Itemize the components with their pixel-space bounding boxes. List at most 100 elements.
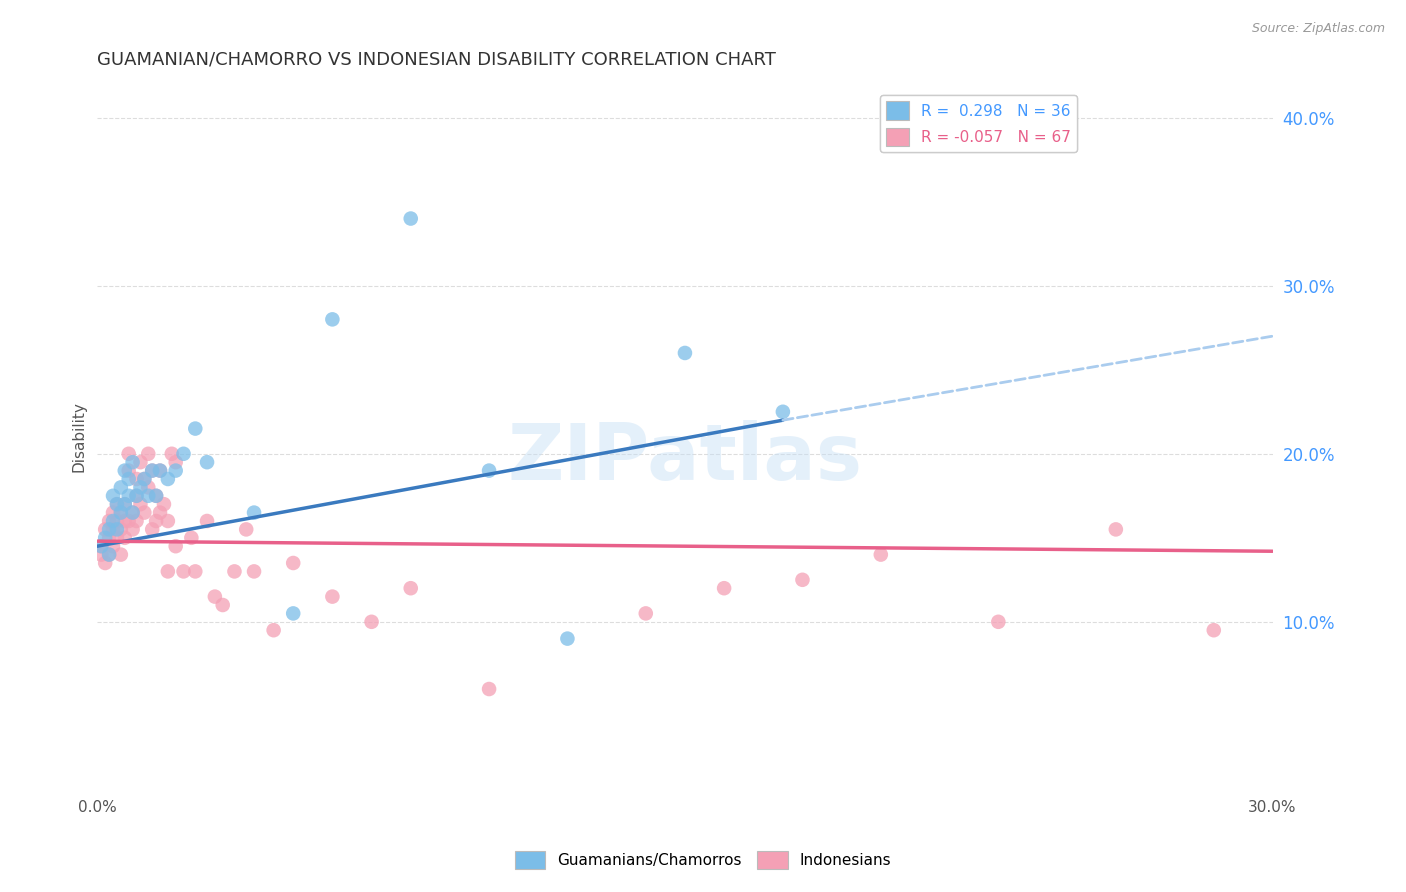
Point — [101, 489, 124, 503]
Point — [399, 581, 422, 595]
Point — [321, 312, 343, 326]
Point — [129, 497, 152, 511]
Point — [101, 522, 124, 536]
Point — [673, 346, 696, 360]
Point — [399, 211, 422, 226]
Point — [149, 464, 172, 478]
Point — [105, 497, 128, 511]
Point — [173, 565, 195, 579]
Legend: Guamanians/Chamorros, Indonesians: Guamanians/Chamorros, Indonesians — [509, 845, 897, 875]
Point — [110, 522, 132, 536]
Point — [145, 489, 167, 503]
Point — [118, 514, 141, 528]
Point — [94, 522, 117, 536]
Text: Source: ZipAtlas.com: Source: ZipAtlas.com — [1251, 22, 1385, 36]
Point — [149, 506, 172, 520]
Point — [1202, 624, 1225, 638]
Point — [165, 539, 187, 553]
Point — [121, 506, 143, 520]
Text: GUAMANIAN/CHAMORRO VS INDONESIAN DISABILITY CORRELATION CHART: GUAMANIAN/CHAMORRO VS INDONESIAN DISABIL… — [97, 51, 776, 69]
Point — [114, 497, 136, 511]
Point — [110, 480, 132, 494]
Point — [141, 464, 163, 478]
Point — [94, 531, 117, 545]
Point — [283, 556, 305, 570]
Point — [110, 548, 132, 562]
Point — [110, 506, 132, 520]
Point — [121, 455, 143, 469]
Point — [118, 464, 141, 478]
Legend: R =  0.298   N = 36, R = -0.057   N = 67: R = 0.298 N = 36, R = -0.057 N = 67 — [880, 95, 1077, 153]
Point — [263, 624, 285, 638]
Point — [125, 489, 148, 503]
Point — [360, 615, 382, 629]
Point — [869, 548, 891, 562]
Point — [165, 455, 187, 469]
Point — [110, 506, 132, 520]
Point — [243, 506, 266, 520]
Point — [156, 514, 179, 528]
Point — [557, 632, 579, 646]
Point — [141, 522, 163, 536]
Point — [98, 548, 121, 562]
Point — [125, 472, 148, 486]
Point — [134, 472, 156, 486]
Point — [125, 514, 148, 528]
Point — [321, 590, 343, 604]
Point — [195, 455, 218, 469]
Y-axis label: Disability: Disability — [72, 401, 86, 473]
Point — [243, 565, 266, 579]
Point — [195, 514, 218, 528]
Point — [478, 681, 501, 696]
Point — [136, 447, 159, 461]
Point — [160, 447, 183, 461]
Point — [114, 464, 136, 478]
Point — [129, 480, 152, 494]
Point — [792, 573, 814, 587]
Point — [98, 522, 121, 536]
Point — [129, 455, 152, 469]
Point — [184, 421, 207, 435]
Point — [101, 539, 124, 553]
Point — [114, 531, 136, 545]
Point — [94, 556, 117, 570]
Point — [90, 539, 112, 553]
Point — [121, 522, 143, 536]
Point — [149, 464, 172, 478]
Point — [105, 522, 128, 536]
Point — [101, 514, 124, 528]
Point — [634, 607, 657, 621]
Point — [145, 514, 167, 528]
Point — [134, 506, 156, 520]
Text: ZIPatlas: ZIPatlas — [508, 420, 862, 496]
Point — [478, 464, 501, 478]
Point — [101, 506, 124, 520]
Point — [772, 405, 794, 419]
Point — [105, 497, 128, 511]
Point — [90, 539, 112, 553]
Point — [114, 514, 136, 528]
Point — [180, 531, 202, 545]
Point — [211, 598, 233, 612]
Point — [134, 472, 156, 486]
Point — [136, 480, 159, 494]
Point — [90, 548, 112, 562]
Point — [165, 464, 187, 478]
Point — [987, 615, 1010, 629]
Point — [235, 522, 257, 536]
Point — [105, 531, 128, 545]
Point — [156, 565, 179, 579]
Point — [204, 590, 226, 604]
Point — [118, 447, 141, 461]
Point — [153, 497, 176, 511]
Point — [125, 489, 148, 503]
Point — [98, 548, 121, 562]
Point — [713, 581, 735, 595]
Point — [283, 607, 305, 621]
Point — [114, 497, 136, 511]
Point — [121, 506, 143, 520]
Point — [118, 472, 141, 486]
Point — [105, 514, 128, 528]
Point — [1105, 522, 1128, 536]
Point — [173, 447, 195, 461]
